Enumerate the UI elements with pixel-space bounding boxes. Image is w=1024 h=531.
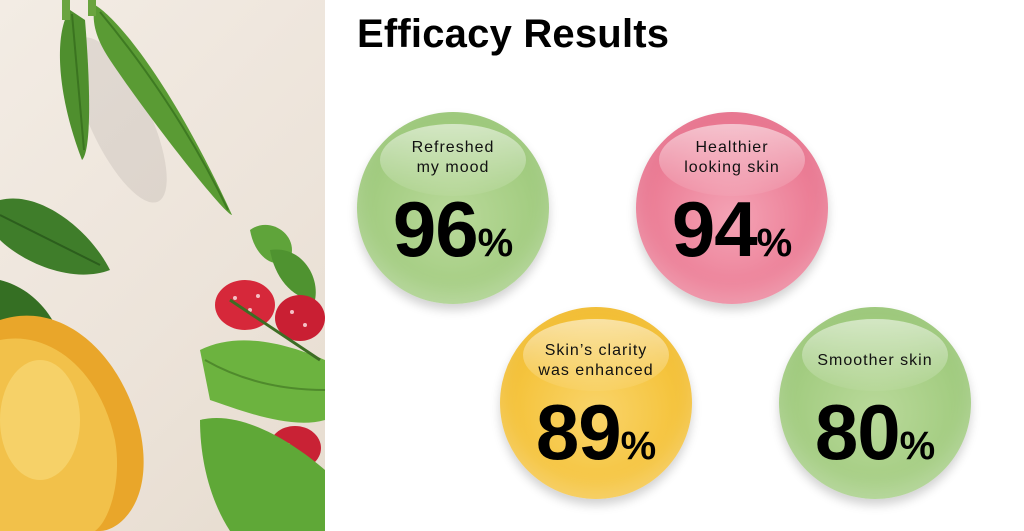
result-label-line: Skin’s clarity <box>544 342 648 359</box>
result-number: 94 <box>671 185 758 273</box>
result-label-line: Healthier <box>695 139 769 156</box>
result-label: Skin’s clarity was enhanced <box>500 341 692 381</box>
result-bubble-healthier: Healthier looking skin 94% <box>636 112 828 304</box>
result-bubble-smoother: Smoother skin 80% <box>779 307 971 499</box>
result-unit: % <box>620 424 657 468</box>
result-label: Smoother skin <box>779 351 971 371</box>
result-unit: % <box>899 424 936 468</box>
result-label: Healthier looking skin <box>636 138 828 178</box>
result-label-line: was enhanced <box>538 362 654 379</box>
result-label-line: my mood <box>416 159 490 176</box>
result-value: 94% <box>636 190 828 268</box>
result-label-line: Refreshed <box>411 139 495 156</box>
result-number: 89 <box>535 388 622 476</box>
fruit-photo <box>0 0 325 531</box>
result-value: 80% <box>779 393 971 471</box>
result-label-line: looking skin <box>684 159 780 176</box>
result-unit: % <box>477 221 514 265</box>
result-number: 96 <box>392 185 479 273</box>
result-label: Refreshed my mood <box>357 138 549 178</box>
result-unit: % <box>756 221 793 265</box>
result-value: 96% <box>357 190 549 268</box>
fruit-illustration <box>0 0 325 531</box>
okra-icon <box>59 0 232 215</box>
strawberry-icon <box>200 224 325 531</box>
result-number: 80 <box>814 388 901 476</box>
result-label-line: Smoother skin <box>817 352 933 369</box>
result-bubble-mood: Refreshed my mood 96% <box>357 112 549 304</box>
result-value: 89% <box>500 393 692 471</box>
papaya-icon <box>0 315 144 531</box>
result-bubble-clarity: Skin’s clarity was enhanced 89% <box>500 307 692 499</box>
page-title: Efficacy Results <box>357 12 670 56</box>
